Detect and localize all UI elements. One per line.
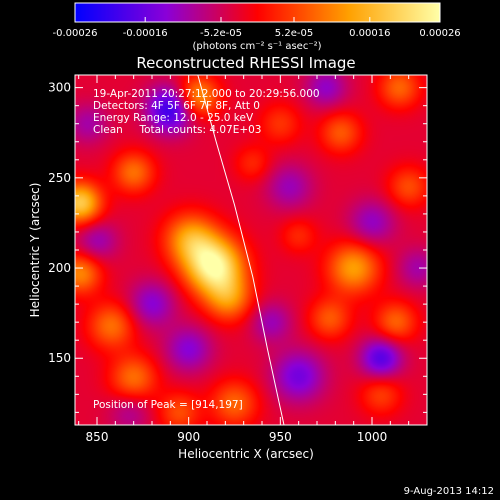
- colorbar: -0.00026 -0.00016 -5.2e-05 5.2e-05 0.00016 0.…: [53, 2, 461, 52]
- heatmap-image: [75, 75, 427, 425]
- y-axis-title: Heliocentric Y (arcsec): [28, 183, 42, 318]
- x-tick-label: 850: [86, 430, 109, 444]
- colorbar-tick-label: -0.00026: [53, 28, 98, 39]
- colorbar-ticks: -0.00026 -0.00016 -5.2e-05 5.2e-05 0.00016 0.…: [53, 17, 461, 39]
- y-tick-label: 250: [48, 171, 71, 185]
- colorbar-unit-label: (photons cm⁻² s⁻¹ asec⁻²): [192, 41, 321, 52]
- plot-title: Reconstructed RHESSI Image: [136, 54, 355, 72]
- info-line-energy: Energy Range: 12.0 - 25.0 keV: [93, 112, 254, 124]
- axis-ticks: 850 900 950 1000 150 200 250 300: [48, 75, 428, 444]
- colorbar-frame: [74, 2, 441, 23]
- x-axis-title: Heliocentric X (arcsec): [178, 447, 314, 461]
- x-tick-label: 900: [177, 430, 200, 444]
- peak-position-label: Position of Peak = [914,197]: [93, 399, 243, 411]
- colorbar-tick-label: 0.00026: [419, 28, 460, 39]
- info-line-time: 19-Apr-2011 20:27:12.000 to 20:29:56.000: [93, 88, 320, 100]
- colorbar-strip: [75, 3, 440, 22]
- footer-timestamp: 9-Aug-2013 14:12: [404, 486, 494, 497]
- y-tick-label: 300: [48, 81, 71, 95]
- x-tick-label: 1000: [357, 430, 388, 444]
- colorbar-tick-label: 5.2e-05: [275, 28, 313, 39]
- info-line-detectors: Detectors: 4F 5F 6F 7F 8F, Att 0: [93, 100, 260, 112]
- colorbar-tick-label: -0.00016: [123, 28, 168, 39]
- solar-limb-line: [197, 74, 285, 426]
- info-overlay: 19-Apr-2011 20:27:12.000 to 20:29:56.000…: [93, 88, 320, 411]
- info-line-clean: Clean Total counts: 4.07E+03: [93, 124, 262, 136]
- y-tick-label: 150: [48, 351, 71, 365]
- colorbar-tick-label: -5.2e-05: [200, 28, 242, 39]
- colorbar-tick-label: 0.00016: [349, 28, 390, 39]
- x-tick-label: 950: [269, 430, 292, 444]
- y-tick-label: 200: [48, 261, 71, 275]
- plot-area: 850 900 950 1000 150 200 250 300: [48, 74, 428, 444]
